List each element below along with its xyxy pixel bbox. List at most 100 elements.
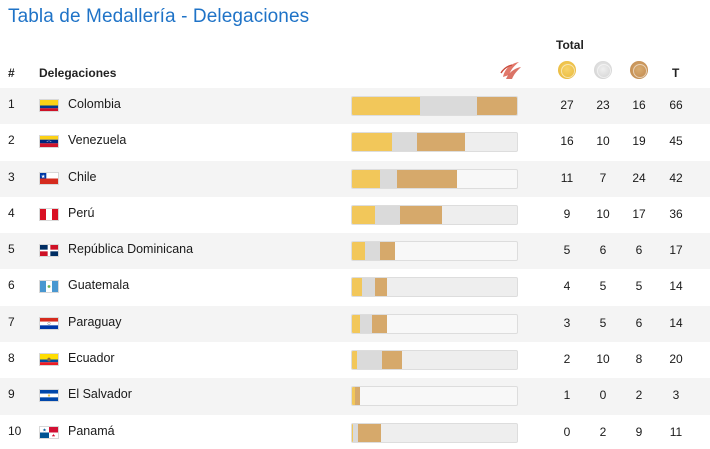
- delegation-name[interactable]: Ecuador: [68, 351, 115, 366]
- silver-count: 2: [599, 424, 607, 439]
- bronze-segment: [397, 169, 457, 188]
- total-count: 20: [669, 352, 683, 367]
- total-count: 14: [669, 279, 683, 294]
- bronze-count: 6: [635, 243, 643, 258]
- sport-icon: [500, 62, 521, 79]
- bronze-count: 17: [632, 206, 646, 221]
- medal-bar: [351, 386, 518, 407]
- silver-segment: [359, 314, 372, 333]
- table-row[interactable]: 3 Chile 11 7 24 42: [0, 160, 710, 197]
- gold-segment: [352, 133, 392, 152]
- total-count: 3: [672, 388, 680, 403]
- paraguay-flag-icon: [39, 316, 59, 330]
- bronze-medal-icon[interactable]: [630, 61, 648, 79]
- delegation-name[interactable]: Chile: [68, 169, 97, 184]
- table-row[interactable]: 7 Paraguay 3 5 6 14: [0, 305, 710, 343]
- gold-count: 27: [560, 98, 574, 112]
- silver-count: 0: [599, 388, 607, 403]
- medal-bar: [351, 168, 518, 189]
- gold-segment: [352, 423, 353, 442]
- silver-count: 23: [596, 98, 610, 112]
- delegation-name[interactable]: Colombia: [68, 97, 121, 111]
- silver-count: 6: [599, 243, 607, 258]
- silver-count: 5: [599, 315, 607, 330]
- total-column-header[interactable]: T: [672, 66, 680, 80]
- delegation-name[interactable]: República Dominicana: [68, 242, 194, 257]
- bronze-segment: [477, 97, 517, 115]
- silver-medal-icon[interactable]: [594, 61, 612, 79]
- medal-bar: [351, 241, 518, 262]
- medal-bar: [351, 350, 518, 371]
- bronze-count: 16: [632, 98, 646, 112]
- total-header-label: Total: [556, 38, 584, 52]
- gold-count: 4: [563, 279, 571, 294]
- delegation-name[interactable]: Perú: [68, 205, 95, 220]
- delegation-name[interactable]: Guatemala: [68, 278, 130, 293]
- table-row[interactable]: 10 Panamá 0 2 9 11: [0, 415, 710, 445]
- rank-cell: 1: [8, 97, 15, 111]
- bronze-count: 6: [635, 315, 643, 330]
- gold-count: 2: [563, 352, 571, 367]
- table-row[interactable]: 1 Colombia 27 23 16 66: [0, 88, 710, 125]
- peru-flag-icon: [39, 207, 59, 221]
- silver-segment: [392, 133, 417, 152]
- medal-bar: [351, 204, 518, 225]
- guatemala-flag-icon: [39, 280, 59, 294]
- total-count: 36: [669, 206, 683, 221]
- gold-count: 1: [563, 388, 571, 403]
- bronze-segment: [372, 314, 387, 333]
- bronze-segment: [374, 278, 387, 297]
- silver-count: 10: [596, 206, 610, 221]
- delegation-name[interactable]: Paraguay: [68, 314, 122, 329]
- bronze-count: 2: [635, 388, 643, 403]
- gold-medal-icon[interactable]: [558, 61, 576, 79]
- medal-bar: [351, 313, 518, 334]
- medal-bar: [351, 422, 518, 443]
- silver-count: 10: [596, 134, 610, 149]
- total-count: 45: [669, 134, 683, 149]
- gold-segment: [352, 242, 365, 261]
- silver-segment: [357, 351, 382, 370]
- bronze-count: 5: [635, 279, 643, 294]
- medal-table-body: 1 Colombia 27 23 16 66 2 Venezuela 16 10 19 45 3 Chil…: [0, 88, 710, 445]
- bronze-count: 8: [635, 352, 643, 367]
- rank-cell: 10: [8, 423, 22, 438]
- table-row[interactable]: 4 Perú 9 10 17 36: [0, 197, 710, 233]
- gold-segment: [352, 351, 357, 370]
- rank-cell: 6: [8, 278, 15, 293]
- table-row[interactable]: 5 República Dominicana 5 6 6 17: [0, 233, 710, 270]
- medal-bar: [351, 132, 518, 153]
- table-row[interactable]: 6 Guatemala 4 5 5 14: [0, 269, 710, 305]
- silver-segment: [379, 169, 397, 188]
- bronze-segment: [399, 205, 442, 224]
- silver-segment: [364, 242, 380, 261]
- gold-segment: [352, 205, 375, 224]
- rank-cell: 9: [8, 387, 15, 402]
- delegation-name[interactable]: El Salvador: [68, 387, 132, 402]
- elsalvador-flag-icon: [39, 389, 59, 403]
- medal-bar: [351, 277, 518, 298]
- rank-cell: 5: [8, 242, 15, 257]
- rank-cell: 2: [8, 133, 15, 148]
- rank-header[interactable]: #: [8, 66, 15, 80]
- gold-segment: [352, 314, 360, 333]
- bronze-segment: [382, 351, 402, 370]
- gold-segment: [352, 169, 380, 188]
- total-count: 42: [669, 170, 683, 185]
- gold-count: 11: [560, 170, 574, 185]
- silver-segment: [362, 278, 375, 297]
- bronze-count: 24: [632, 170, 646, 185]
- bronze-segment: [355, 387, 360, 406]
- delegation-name[interactable]: Panamá: [68, 423, 115, 438]
- delegation-name[interactable]: Venezuela: [68, 133, 127, 148]
- silver-count: 10: [596, 352, 610, 367]
- delegation-header[interactable]: Delegaciones: [39, 66, 117, 80]
- silver-segment: [419, 97, 477, 115]
- gold-count: 0: [563, 424, 571, 439]
- dominican-flag-icon: [39, 244, 59, 258]
- table-row[interactable]: 2 Venezuela 16 10 19 45: [0, 124, 710, 160]
- silver-segment: [374, 205, 400, 224]
- table-row[interactable]: 8 Ecuador 2 10 8 20: [0, 342, 710, 378]
- table-row[interactable]: 9 El Salvador 1 0 2 3: [0, 378, 710, 415]
- gold-count: 5: [563, 243, 571, 258]
